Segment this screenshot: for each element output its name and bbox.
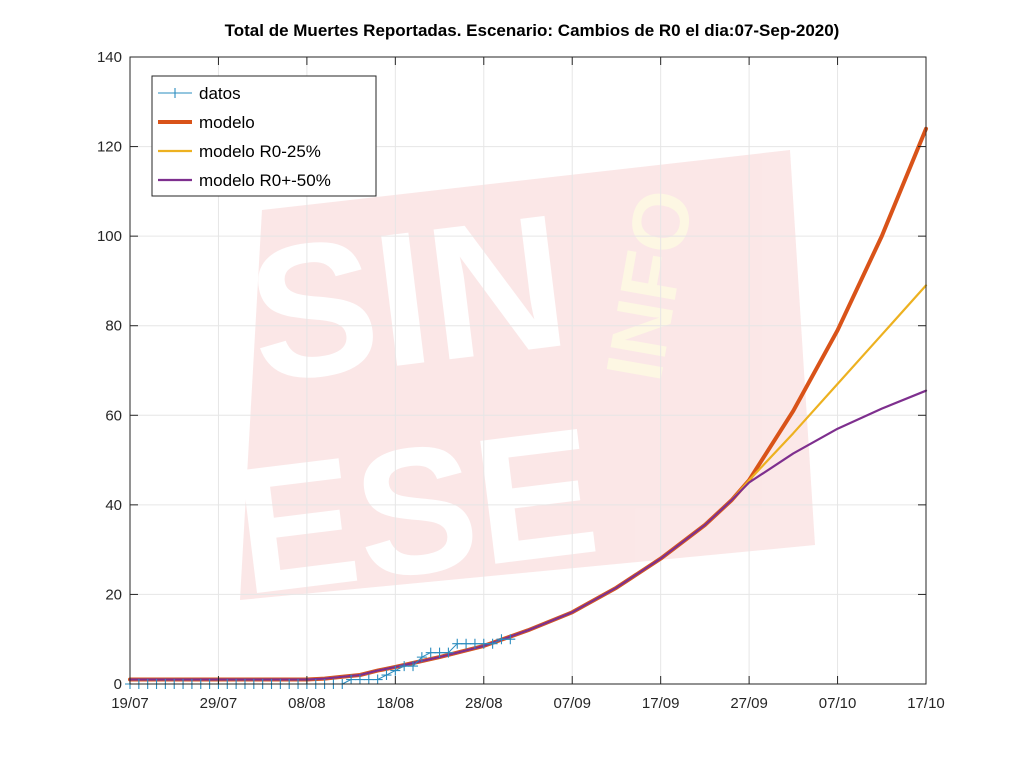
legend-marker	[170, 88, 180, 98]
data-point-marker	[363, 674, 374, 685]
data-point-marker	[372, 674, 383, 685]
y-tick-label: 80	[105, 318, 122, 335]
x-tick-label: 07/10	[819, 695, 857, 712]
data-point-marker	[452, 638, 463, 649]
legend-label: modelo R0+-50%	[199, 171, 331, 190]
x-tick-label: 17/10	[907, 695, 945, 712]
watermark-line2: ESE	[225, 390, 607, 633]
x-tick-label: 08/08	[288, 695, 326, 712]
y-tick-label: 120	[97, 139, 122, 156]
x-tick-label: 29/07	[200, 695, 238, 712]
data-point-marker	[390, 665, 401, 676]
y-tick-label: 60	[105, 407, 122, 424]
data-point-marker	[505, 634, 516, 645]
legend-label: modelo R0-25%	[199, 142, 321, 161]
watermark-logo: SIN ESE INFO	[225, 150, 815, 633]
y-tick-label: 0	[114, 676, 122, 693]
x-tick-label: 17/09	[642, 695, 680, 712]
data-point-marker	[461, 638, 472, 649]
series-modelo-r0-50-	[128, 389, 928, 681]
watermark-shape	[240, 150, 815, 600]
x-tick-label: 19/07	[111, 695, 149, 712]
data-point-marker	[487, 638, 498, 649]
x-tick-label: 18/08	[377, 695, 415, 712]
ticks: 19/07 29/07 08/08 18/08 28/08 07/09 17/09 27/09…	[97, 49, 945, 712]
y-tick-label: 100	[97, 228, 122, 245]
watermark-line1: SIN	[238, 174, 578, 423]
data-point-marker	[399, 661, 410, 672]
data-point-marker	[478, 638, 489, 649]
data-point-marker	[496, 634, 507, 645]
data-point-marker	[434, 647, 445, 658]
x-tick-label: 27/09	[730, 695, 768, 712]
legend-label: datos	[199, 84, 241, 103]
y-tick-label: 40	[105, 497, 122, 514]
data-point-marker	[354, 674, 365, 685]
data-point-marker	[408, 661, 419, 672]
legend-label: modelo	[199, 113, 255, 132]
data-point-marker	[346, 674, 357, 685]
y-tick-label: 140	[97, 49, 122, 66]
data-point-marker	[443, 647, 454, 658]
axes-box	[129, 56, 927, 685]
x-tick-label: 07/09	[553, 695, 591, 712]
series-line	[128, 389, 928, 681]
legend-box	[151, 75, 377, 197]
data-point-marker	[381, 670, 392, 681]
legend: datos modelo modelo R0-25% modelo R0+-50%	[151, 75, 377, 197]
x-tick-label: 28/08	[465, 695, 503, 712]
chart-title: Total de Muertes Reportadas. Escenario: …	[225, 21, 840, 40]
data-point-marker	[425, 647, 436, 658]
data-point-marker	[469, 638, 480, 649]
y-tick-label: 20	[105, 586, 122, 603]
data-point-marker	[416, 652, 427, 663]
